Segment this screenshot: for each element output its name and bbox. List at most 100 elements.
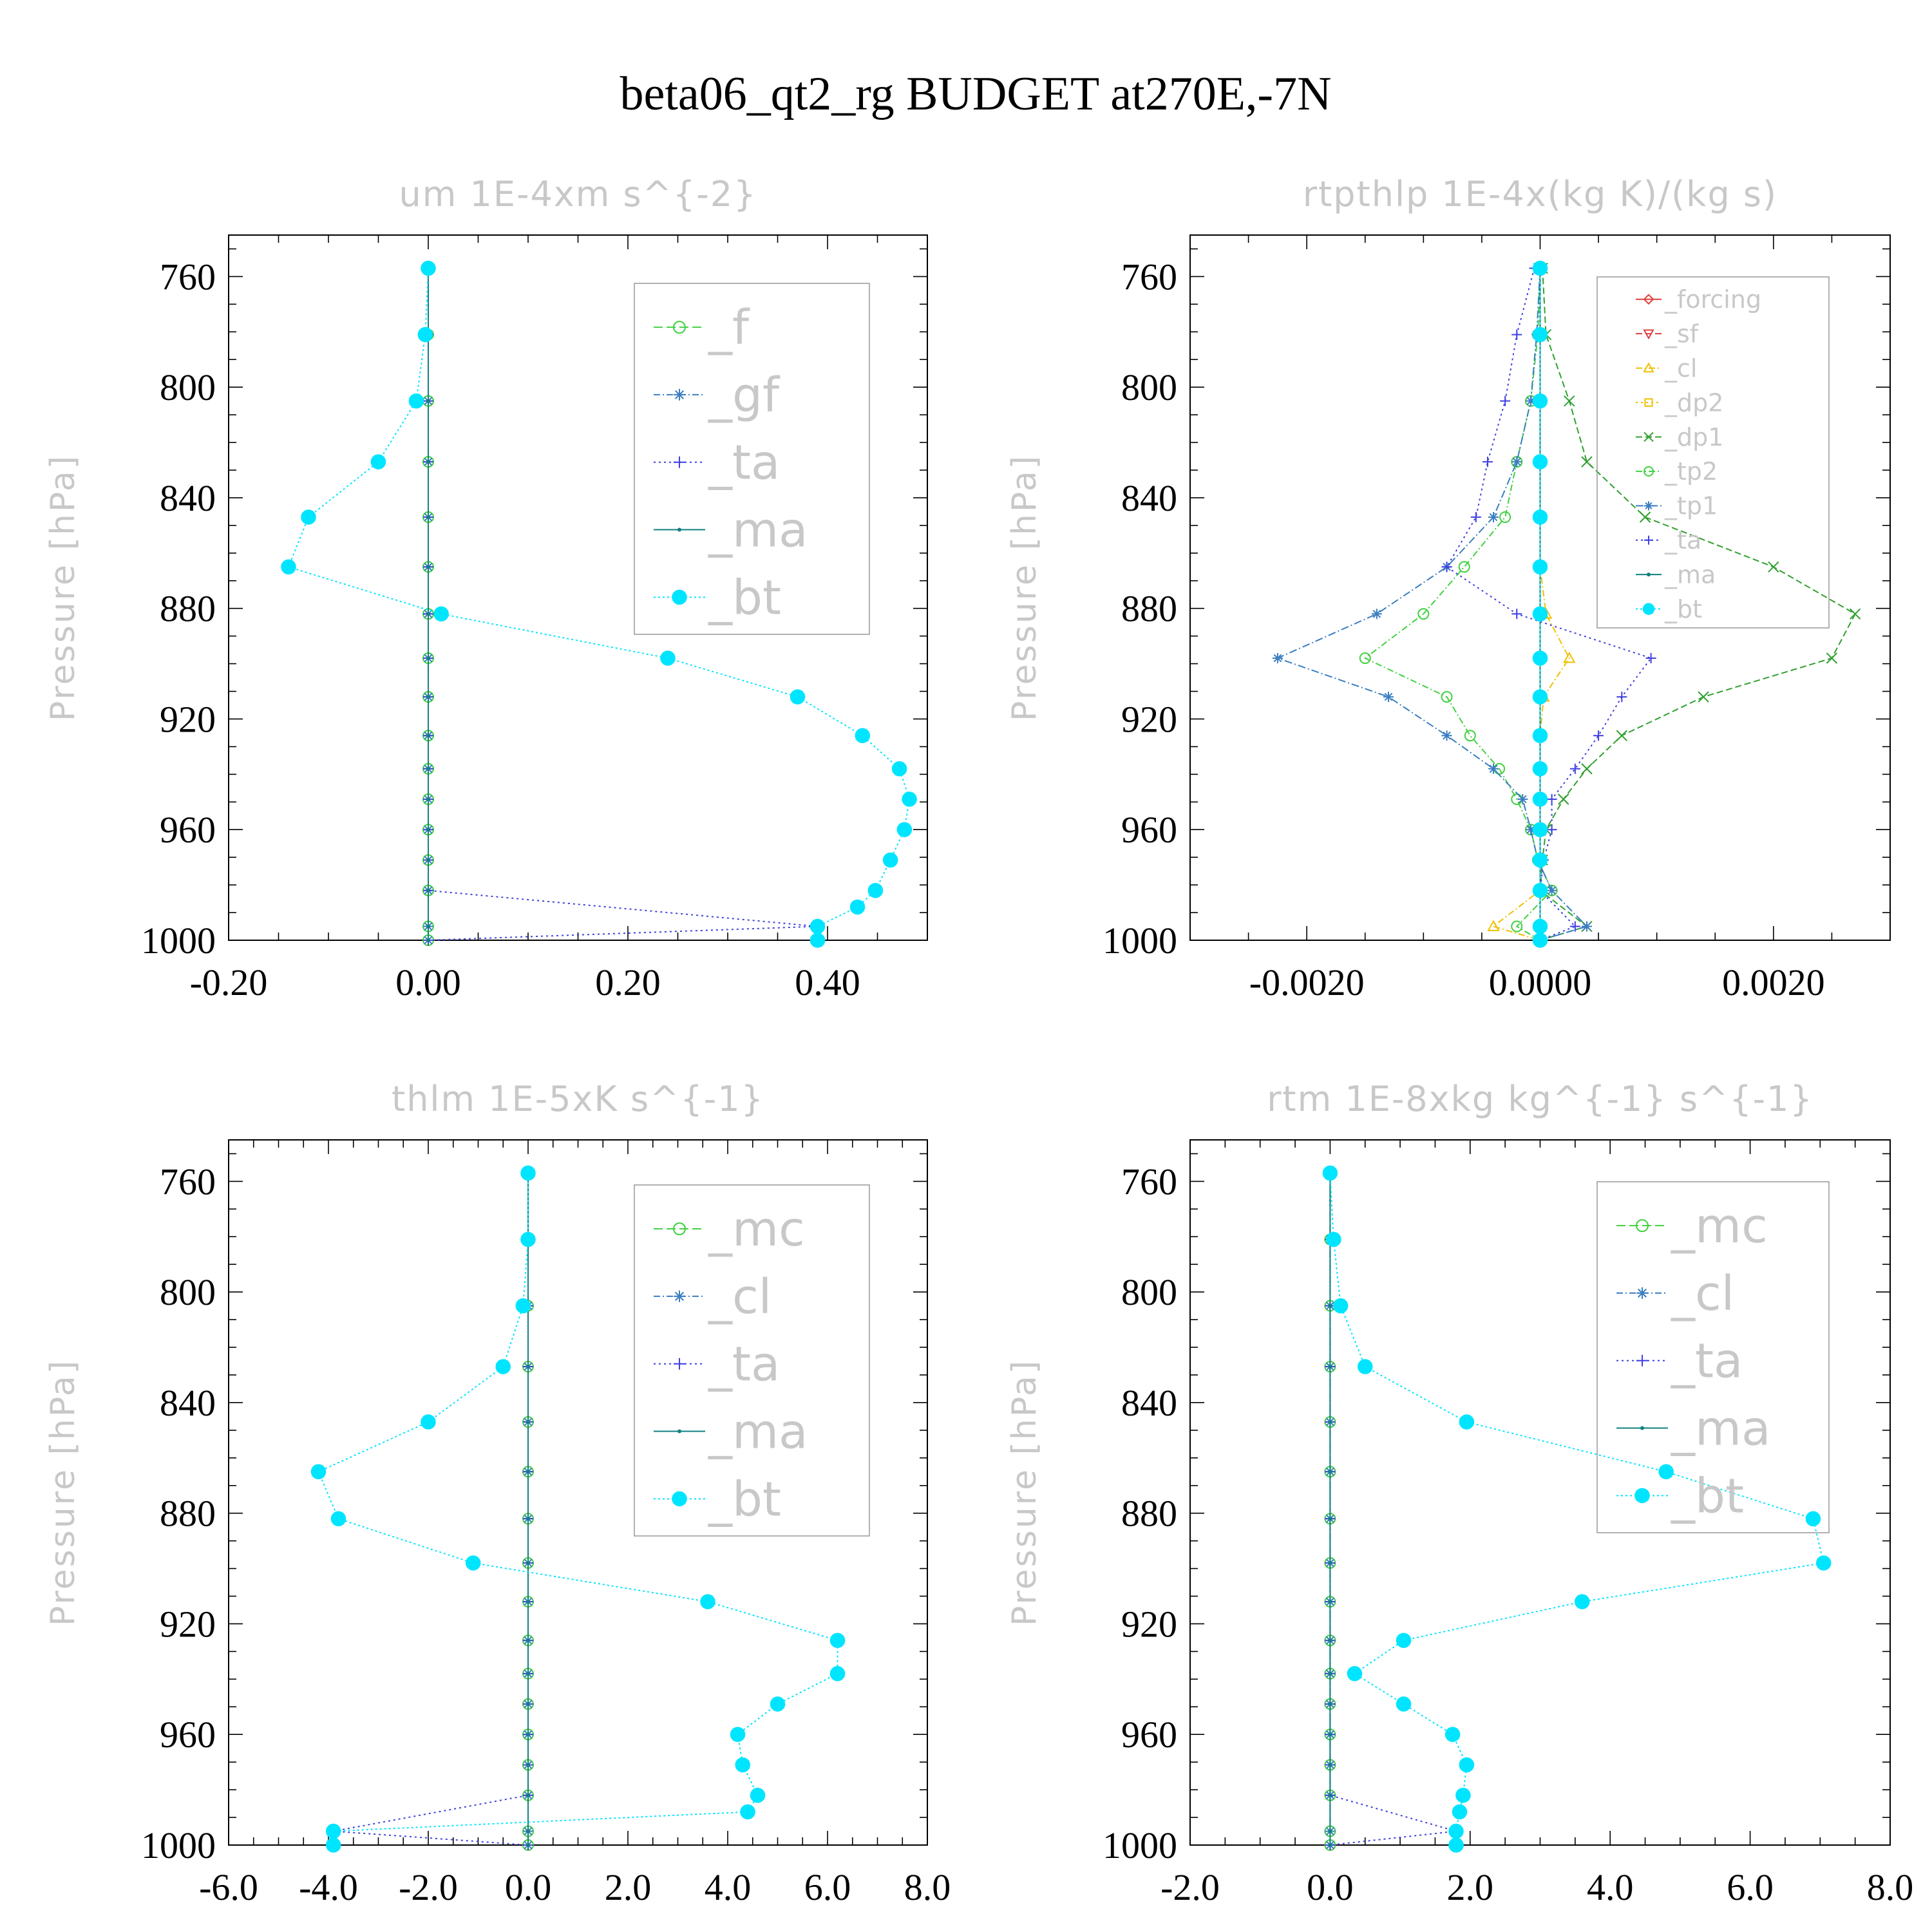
- data-point_tp1: [1526, 395, 1537, 406]
- y-tick-label: 1000: [141, 1824, 216, 1866]
- data-point_bt: [1532, 260, 1548, 276]
- x-tick-label: 0.20: [595, 961, 661, 1003]
- data-point_bt: [1444, 1727, 1461, 1742]
- legend-marker_forcing: [1643, 294, 1654, 305]
- data-point_ta: [1470, 512, 1481, 522]
- legend-marker_ta: [1644, 535, 1653, 545]
- y-tick-label: 920: [160, 698, 216, 740]
- data-point_bt: [1815, 1555, 1832, 1571]
- y-tick-label: 920: [1121, 1603, 1177, 1645]
- data-point_bt: [1532, 933, 1548, 948]
- data-point_bt: [1532, 454, 1548, 469]
- data-point_bt: [281, 559, 296, 575]
- data-point_bt: [1532, 822, 1548, 837]
- data-point_ma: [1328, 1365, 1332, 1369]
- data-point_ma: [1328, 1843, 1332, 1847]
- data-point_bt: [330, 1511, 346, 1527]
- legend-label_dp2: _dp2: [1664, 388, 1723, 417]
- data-point_ta: [1569, 763, 1580, 774]
- data-point_ma: [526, 1671, 530, 1676]
- data-point_ma: [526, 1829, 530, 1833]
- plot-area: [281, 260, 917, 948]
- data-point_bt: [515, 1298, 531, 1314]
- legend-label_bt: _bt: [708, 1472, 781, 1527]
- x-tick-label: -4.0: [299, 1866, 358, 1908]
- data-point_bt: [1532, 327, 1548, 343]
- data-point_bt: [1459, 1414, 1475, 1430]
- legend-label_tp1: _tp1: [1664, 492, 1718, 520]
- data-point_bt: [433, 606, 449, 622]
- data-point_bt: [810, 933, 826, 948]
- legend-label_sf: _sf: [1664, 319, 1700, 348]
- data-point_dp1: [1849, 608, 1861, 620]
- data-point_bt: [829, 1633, 846, 1648]
- x-tick-label: 4.0: [1587, 1866, 1634, 1908]
- data-point_ta: [1546, 794, 1557, 804]
- data-point_ma: [1328, 1702, 1332, 1706]
- data-point_bt: [1574, 1594, 1590, 1609]
- data-point_tp1: [1441, 730, 1452, 741]
- legend-label_ma: _ma: [708, 1404, 808, 1459]
- x-tick-label: 2.0: [1447, 1866, 1494, 1908]
- data-point_ma: [526, 1763, 530, 1767]
- data-point_dp1: [1616, 730, 1628, 741]
- panel-title: um 1E-4xm s^{-2}: [399, 174, 757, 214]
- data-point_ma: [526, 1561, 530, 1565]
- data-point_bt: [408, 393, 424, 409]
- panel-title: thlm 1E-5xK s^{-1}: [392, 1079, 764, 1119]
- legend-marker_tp2: [1643, 466, 1654, 477]
- x-tick-label: 8.0: [1867, 1866, 1914, 1908]
- legend-label_ma: _ma: [708, 502, 808, 558]
- data-point_ma: [426, 515, 430, 519]
- y-tick-label: 880: [160, 1493, 216, 1535]
- data-point_ma: [526, 1517, 530, 1521]
- data-point_cl: [1487, 920, 1500, 931]
- y-tick-label: 760: [160, 256, 216, 298]
- data-point_bt: [421, 1414, 436, 1430]
- data-point_ma: [426, 924, 430, 929]
- data-point_bt: [326, 1837, 341, 1853]
- y-axis-label: Pressure [hPa]: [44, 454, 82, 721]
- data-point_bt: [1396, 1696, 1412, 1712]
- y-tick-label: 880: [1121, 588, 1177, 630]
- data-point_bt: [660, 650, 676, 666]
- x-tick-label: 4.0: [705, 1866, 752, 1908]
- data-point_dp1: [1826, 652, 1838, 664]
- data-point_bt: [790, 689, 806, 705]
- y-tick-label: 760: [1121, 1160, 1177, 1202]
- data-point_ma: [426, 734, 430, 738]
- data-point_bt: [1448, 1837, 1464, 1853]
- data-point_ma: [526, 1702, 530, 1706]
- data-point_ma: [1328, 1561, 1332, 1565]
- data-point_bt: [1326, 1231, 1341, 1247]
- legend: _mc _cl _ta _ma _bt: [634, 1184, 870, 1537]
- legend-label_dp1: _dp1: [1664, 423, 1723, 451]
- data-point_bt: [1805, 1511, 1821, 1527]
- legend-marker_ta: [1636, 1354, 1648, 1367]
- data-point_ma: [426, 828, 430, 832]
- data-point_bt: [1459, 1757, 1475, 1773]
- data-point_bt: [1455, 1787, 1471, 1803]
- legend-label_mc: _mc: [708, 1202, 805, 1257]
- data-point_cl: [1563, 651, 1576, 663]
- data-point_ma: [426, 938, 430, 942]
- data-point_ma: [1328, 1793, 1332, 1797]
- data-point_bt: [770, 1696, 786, 1712]
- data-point_ma: [426, 399, 430, 403]
- plot-area: [310, 1165, 846, 1853]
- x-tick-label: 2.0: [605, 1866, 652, 1908]
- legend-marker_cl: [1643, 362, 1654, 373]
- data-point_bt: [417, 327, 433, 343]
- legend: _f _gf _ta _ma _bt: [634, 283, 870, 635]
- y-tick-label: 760: [160, 1160, 216, 1202]
- legend-label_ta: _ta: [1671, 1334, 1743, 1389]
- y-tick-label: 1000: [1103, 920, 1177, 961]
- data-point_ta: [1645, 653, 1656, 663]
- data-point_bt: [867, 882, 884, 898]
- y-tick-label: 960: [160, 1714, 216, 1756]
- y-tick-label: 840: [1121, 477, 1177, 519]
- data-point_tp2: [1359, 652, 1371, 664]
- x-tick-label: -6.0: [199, 1866, 258, 1908]
- data-point_bt: [849, 899, 866, 915]
- legend-marker_bt: [672, 1491, 687, 1507]
